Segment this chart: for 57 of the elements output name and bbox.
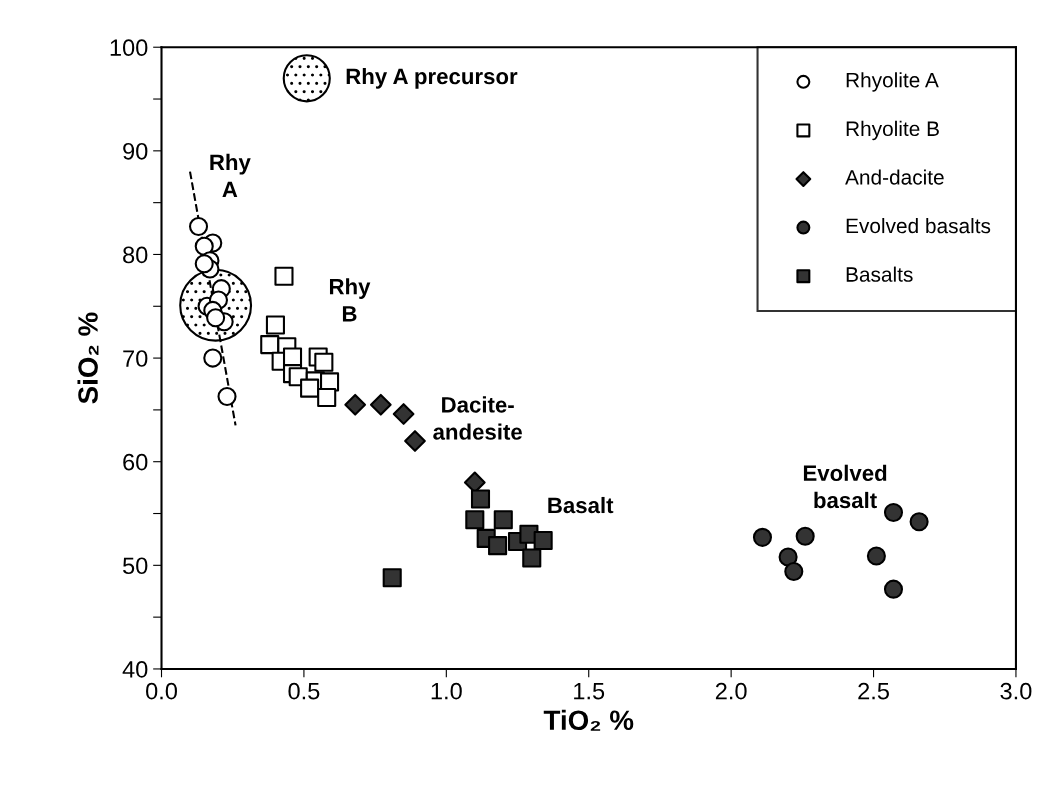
point [382, 568, 402, 588]
point [194, 254, 214, 274]
point [317, 387, 337, 408]
point [203, 348, 223, 368]
point [465, 510, 485, 530]
point [909, 512, 929, 532]
x-tick-label: 1.0 [431, 682, 462, 700]
point [522, 548, 542, 568]
point [314, 352, 334, 372]
point [206, 308, 226, 328]
point [533, 530, 553, 550]
point [488, 536, 508, 556]
annotation: Evolved basalt [803, 464, 887, 509]
legend-label: Rhyolite A [846, 72, 939, 92]
y-tick-label: 60 [123, 453, 148, 471]
point [265, 315, 285, 335]
x-tick-label: 0.0 [146, 682, 177, 700]
point [369, 393, 392, 416]
point [883, 502, 904, 523]
annotation: Dacite- andesite [433, 396, 522, 440]
x-axis-title: TiO₂ % [543, 709, 634, 731]
point [274, 266, 294, 286]
x-tick-label: 3.0 [1000, 682, 1032, 700]
point [866, 546, 886, 566]
point [778, 547, 798, 567]
y-axis-title: SiO₂ % [77, 312, 99, 404]
y-tick-label: 80 [123, 246, 148, 264]
annotation: Basalt [548, 496, 614, 514]
y-tick-label: 50 [123, 557, 148, 575]
annotation: Rhy B [329, 278, 371, 322]
annotation: Rhy A [210, 153, 251, 198]
point [344, 393, 367, 416]
point [217, 386, 237, 406]
point [752, 527, 773, 547]
point [194, 236, 214, 256]
point [883, 579, 904, 599]
point [188, 216, 209, 237]
point [493, 510, 513, 530]
x-tick-label: 2.0 [715, 682, 747, 700]
legend-label: Rhyolite B [846, 120, 939, 141]
y-tick-label: 40 [122, 661, 148, 678]
legend-label: Basalts [846, 266, 913, 282]
legend-label: Evolved basalts [846, 217, 991, 234]
y-tick-label: 90 [123, 142, 148, 160]
annotation: Rhy A precursor [346, 67, 518, 89]
point [795, 526, 815, 546]
y-tick-label: 70 [123, 350, 148, 367]
x-tick-label: 2.5 [858, 682, 889, 700]
point [392, 403, 415, 425]
legend-label: And-dacite [845, 169, 944, 185]
point [470, 489, 491, 509]
point [300, 378, 320, 398]
y-tick-label: 100 [110, 39, 148, 57]
point [404, 430, 426, 452]
x-tick-label: 1.5 [574, 683, 605, 700]
point [784, 562, 804, 582]
x-tick-label: 0.5 [288, 682, 320, 700]
